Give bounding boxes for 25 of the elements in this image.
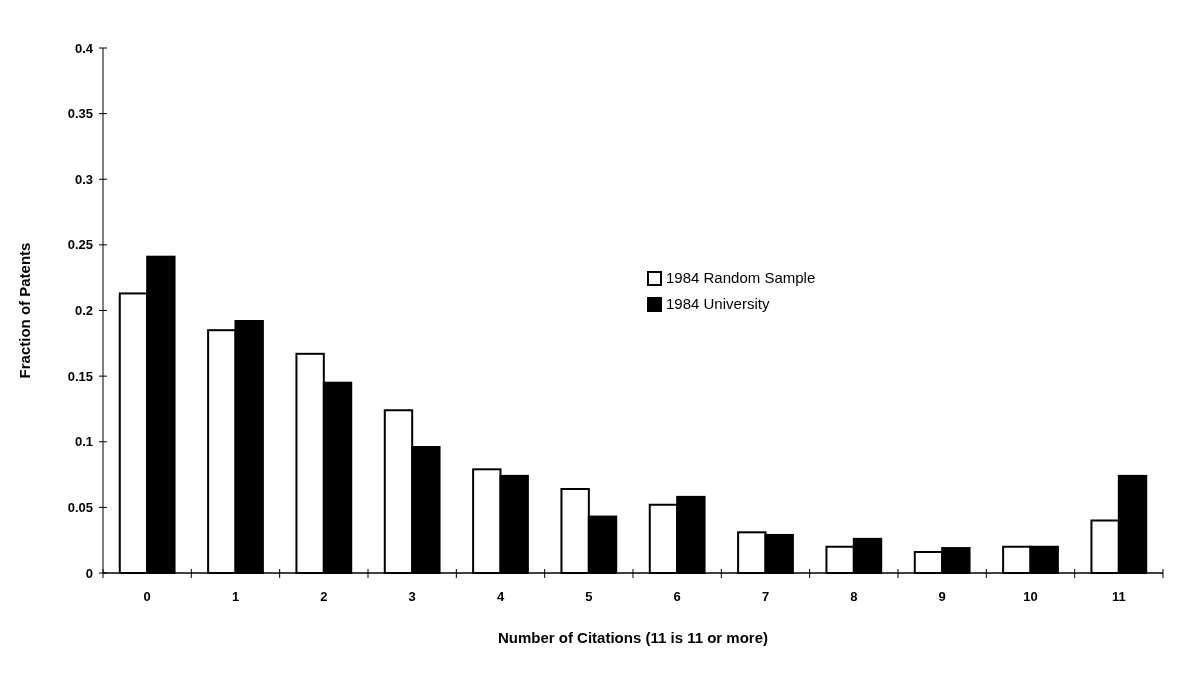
y-tick-label: 0.2: [74, 303, 93, 319]
y-tick-label: 0.4: [74, 40, 94, 56]
x-tick-label: 8: [850, 589, 858, 604]
x-tick-label: 1: [231, 589, 240, 604]
y-tick-label: 0.1: [74, 434, 93, 450]
y-tick-label: 0.05: [67, 499, 93, 515]
y-tick-label: 0.25: [67, 237, 93, 253]
x-tick-label: 2: [320, 589, 328, 604]
x-axis-title: Number of Citations (11 is 11 or more): [497, 629, 769, 646]
y-tick-label: 0.3: [74, 171, 93, 187]
y-tick-label: 0.35: [67, 106, 93, 122]
x-tick-label: 7: [761, 589, 770, 604]
x-tick-label: 10: [1023, 589, 1038, 604]
y-tick-label: 0.15: [67, 368, 93, 384]
legend-label: 1984 University: [666, 295, 770, 313]
x-tick-label: 4: [496, 589, 505, 604]
x-tick-label: 5: [585, 589, 593, 604]
x-tick-label: 3: [408, 589, 416, 604]
y-tick-label: 0: [85, 565, 93, 581]
x-tick-label: 6: [673, 589, 681, 604]
x-tick-label: 0: [143, 589, 151, 604]
y-axis-title: Fraction of Patents: [16, 242, 33, 379]
legend-label: 1984 Random Sample: [666, 269, 816, 287]
x-tick-label: 9: [938, 589, 946, 604]
x-tick-label: 11: [1111, 589, 1126, 604]
